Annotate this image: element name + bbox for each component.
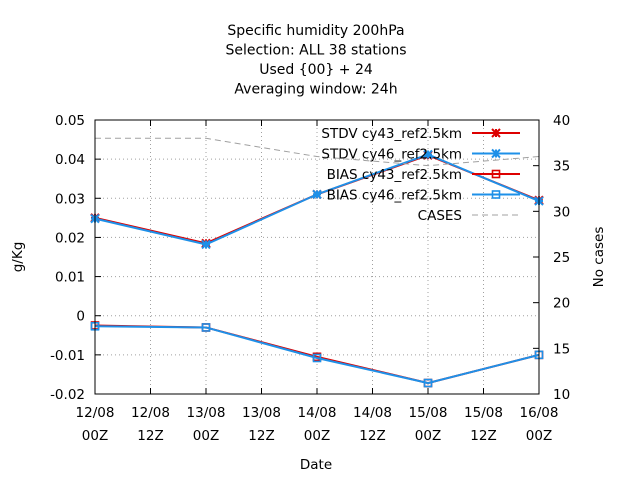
data-point bbox=[491, 190, 501, 199]
title-line: Selection: ALL 38 stations bbox=[225, 43, 406, 59]
legend-entry: STDV cy46_ref2.5km bbox=[321, 147, 462, 163]
x-tick-label: 00Z bbox=[82, 428, 108, 444]
data-point bbox=[491, 148, 501, 159]
series-line bbox=[95, 137, 540, 167]
y2-tick-label: 40 bbox=[553, 113, 570, 129]
title-line: Specific humidity 200hPa bbox=[227, 23, 404, 39]
x-tick-label: 12Z bbox=[359, 428, 385, 444]
grid bbox=[95, 120, 539, 394]
x-tick-label: 12Z bbox=[470, 428, 496, 444]
x-tick-label: 14/08 bbox=[353, 405, 392, 421]
x-tick-label: 12/08 bbox=[131, 405, 170, 421]
y2-tick-label: 30 bbox=[553, 204, 570, 220]
y-tick-label: 0.05 bbox=[55, 113, 85, 129]
x-tick-label: 14/08 bbox=[298, 405, 337, 421]
data-point bbox=[312, 353, 322, 363]
x-tick-label: 13/08 bbox=[242, 405, 281, 421]
data-point bbox=[491, 128, 501, 138]
data-point bbox=[423, 149, 433, 160]
x-axis-label: Date bbox=[300, 457, 332, 473]
series-line bbox=[94, 325, 540, 385]
series-line bbox=[94, 153, 540, 246]
y-tick-label: -0.01 bbox=[50, 348, 85, 364]
legend-entry: CASES bbox=[418, 208, 462, 224]
legend: STDV cy43_ref2.5km STDV cy46_ref2.5km BIAS… bbox=[321, 126, 520, 224]
legend-entry: BIAS cy43_ref2.5km bbox=[327, 167, 462, 183]
y2-tick-label: 20 bbox=[553, 296, 570, 312]
y-tick-label: 0.02 bbox=[55, 230, 85, 246]
y-tick-label: -0.02 bbox=[50, 387, 85, 403]
title-line: Used {00} + 24 bbox=[259, 62, 373, 78]
data-point bbox=[201, 239, 211, 250]
y2-axis-label: No cases bbox=[591, 227, 607, 288]
y-tick-label: 0.04 bbox=[55, 152, 85, 168]
legend-entry: BIAS cy46_ref2.5km bbox=[327, 188, 462, 204]
x-tick-label: 15/08 bbox=[464, 405, 503, 421]
title-line: Averaging window: 24h bbox=[234, 82, 397, 98]
data-point bbox=[312, 189, 322, 200]
y-tick-label: 0.01 bbox=[55, 270, 85, 286]
y-tick-label: 0.03 bbox=[55, 191, 85, 207]
data-point bbox=[491, 169, 501, 179]
y2-tick-label: 15 bbox=[553, 341, 570, 357]
y-tick-label: 0 bbox=[76, 309, 85, 325]
x-tick-label: 12Z bbox=[137, 428, 163, 444]
tick-labels: -0.02 -0.01 0 0.01 0.02 0.03 0.04 0.05 10 15 20 25 3… bbox=[50, 113, 570, 444]
x-tick-label: 00Z bbox=[193, 428, 219, 444]
x-tick-label: 00Z bbox=[526, 428, 552, 444]
data-point bbox=[201, 323, 211, 332]
legend-entry: STDV cy43_ref2.5km bbox=[321, 126, 462, 142]
x-tick-label: 13/08 bbox=[187, 405, 226, 421]
series-layer bbox=[90, 137, 544, 388]
x-tick-label: 15/08 bbox=[409, 405, 448, 421]
x-tick-label: 12/08 bbox=[76, 405, 115, 421]
y2-tick-label: 10 bbox=[553, 387, 570, 403]
chart-title: Specific humidity 200hPa Selection: ALL 3… bbox=[225, 23, 406, 98]
data-point bbox=[423, 378, 433, 388]
x-tick-label: 00Z bbox=[415, 428, 441, 444]
y2-tick-label: 25 bbox=[553, 250, 570, 266]
y-axis-label: g/Kg bbox=[10, 242, 26, 273]
x-tick-label: 12Z bbox=[248, 428, 274, 444]
x-tick-label: 16/08 bbox=[520, 405, 559, 421]
x-tick-label: 00Z bbox=[304, 428, 330, 444]
y2-tick-label: 35 bbox=[553, 159, 570, 175]
